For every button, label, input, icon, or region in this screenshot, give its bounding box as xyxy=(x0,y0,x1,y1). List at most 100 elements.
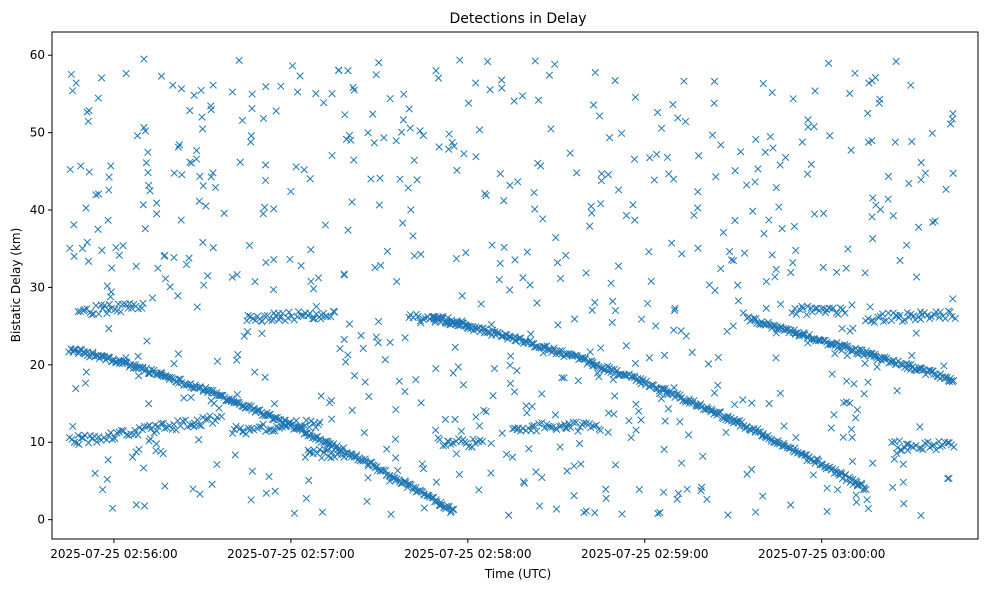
data-point xyxy=(245,401,253,409)
data-point xyxy=(478,437,487,446)
data-point xyxy=(652,150,661,159)
data-point xyxy=(294,308,303,316)
data-point xyxy=(238,116,247,125)
data-point xyxy=(697,486,705,495)
data-point xyxy=(448,505,456,513)
data-point xyxy=(113,429,121,437)
data-point xyxy=(247,138,255,146)
data-point xyxy=(407,206,415,214)
data-point xyxy=(462,248,470,257)
data-point xyxy=(323,446,332,454)
data-point xyxy=(556,443,564,451)
data-point xyxy=(209,169,217,177)
data-point xyxy=(860,390,868,398)
data-point xyxy=(72,384,80,393)
data-point xyxy=(180,394,188,402)
data-point xyxy=(625,417,633,425)
data-point xyxy=(830,411,838,419)
data-point xyxy=(871,350,879,358)
data-point xyxy=(522,402,530,410)
data-point xyxy=(487,469,495,477)
data-point xyxy=(174,350,183,358)
data-point xyxy=(237,424,245,432)
data-point xyxy=(762,277,771,286)
data-point xyxy=(949,295,957,303)
data-point xyxy=(306,309,314,317)
data-point xyxy=(314,274,323,282)
data-point xyxy=(318,508,327,516)
data-point xyxy=(139,299,147,307)
data-point xyxy=(892,57,900,66)
data-point xyxy=(265,473,273,481)
data-point xyxy=(605,134,614,142)
data-point xyxy=(395,476,403,484)
data-point xyxy=(768,251,776,259)
data-point xyxy=(724,414,732,422)
data-point xyxy=(864,109,872,117)
data-point xyxy=(946,120,955,128)
data-point xyxy=(874,313,882,321)
data-point xyxy=(844,245,852,253)
data-point xyxy=(645,248,653,256)
data-point xyxy=(321,446,329,454)
data-point xyxy=(661,417,669,425)
data-point xyxy=(328,90,336,98)
data-point xyxy=(860,351,868,360)
data-point xyxy=(82,204,90,212)
data-point xyxy=(286,418,294,427)
data-point xyxy=(604,428,612,436)
data-point xyxy=(310,419,318,427)
data-point xyxy=(781,153,790,162)
data-point xyxy=(772,329,780,337)
data-point xyxy=(375,58,383,67)
data-point xyxy=(432,67,440,75)
data-point xyxy=(864,138,873,146)
data-point xyxy=(345,320,354,328)
data-point xyxy=(486,86,494,94)
data-points xyxy=(65,55,959,520)
y-tick-label: 20 xyxy=(30,358,45,372)
data-point xyxy=(831,349,839,358)
data-point xyxy=(681,117,690,126)
data-point xyxy=(400,90,408,98)
data-point xyxy=(570,315,579,323)
data-point xyxy=(127,304,136,312)
data-point xyxy=(919,366,927,374)
data-point xyxy=(152,199,161,207)
data-point xyxy=(161,274,170,283)
data-point xyxy=(912,273,921,281)
data-point xyxy=(553,258,562,267)
data-point xyxy=(597,200,605,208)
data-point xyxy=(481,325,490,333)
data-point xyxy=(392,405,400,414)
data-point xyxy=(680,77,688,85)
data-point xyxy=(131,426,139,435)
data-point xyxy=(488,326,497,334)
data-point xyxy=(882,316,890,325)
data-point xyxy=(260,203,269,211)
data-point xyxy=(251,368,259,376)
data-point xyxy=(650,176,658,184)
data-point xyxy=(523,409,531,417)
data-point xyxy=(847,146,855,154)
data-point xyxy=(207,102,215,110)
data-point xyxy=(942,185,950,194)
data-point xyxy=(169,81,177,89)
data-point xyxy=(307,429,315,437)
data-point xyxy=(182,260,191,269)
data-point xyxy=(896,256,904,265)
data-point xyxy=(773,439,781,448)
data-point xyxy=(507,352,515,360)
data-point xyxy=(751,178,759,186)
data-point xyxy=(472,413,480,421)
data-point xyxy=(660,351,669,359)
data-point xyxy=(306,175,314,183)
data-point xyxy=(498,429,506,437)
data-point xyxy=(134,431,142,439)
data-point xyxy=(811,304,819,313)
data-point xyxy=(585,222,594,230)
data-point xyxy=(694,244,702,252)
data-point xyxy=(588,306,596,314)
data-point xyxy=(580,508,588,517)
data-point xyxy=(206,412,214,420)
